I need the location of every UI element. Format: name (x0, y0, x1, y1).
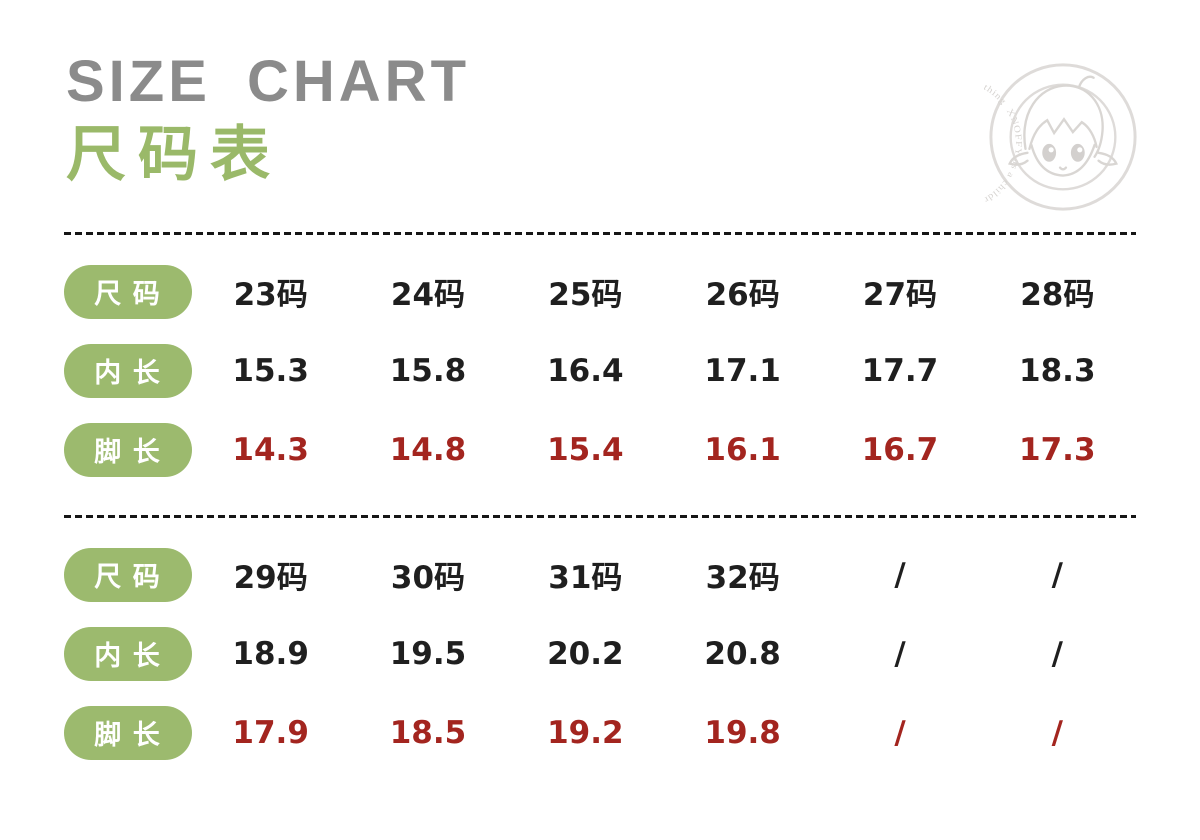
table-cell: 14.3 (232, 431, 309, 468)
table-cell: / (894, 635, 906, 672)
page-title: SIZE CHART (66, 49, 470, 114)
divider-dashed-top (64, 231, 1136, 235)
row-label-pill: 脚 长 (64, 705, 192, 760)
table-row: 内 长 18.9 19.5 20.2 20.8 / / (64, 626, 1136, 681)
table-cell: 25码 (548, 277, 623, 314)
table-cell: 19.8 (704, 714, 781, 751)
table-cell: 16.4 (547, 352, 624, 389)
row-label-pill: 脚 长 (64, 422, 192, 477)
size-table-small: 尺 码 23码 24码 25码 26码 27码 28码内 长 15.3 15.8 16.4 17.1… (0, 264, 1200, 477)
table-cell: 17.1 (704, 352, 781, 389)
table-cell: 24码 (390, 277, 466, 314)
table-row: 尺 码 23码 24码 25码 26码 27码 28码 (64, 264, 1136, 319)
mascot-eyes-icon (1042, 143, 1085, 162)
brand-stamp: XNOFFY as a children's shoe designer bra… (884, 58, 1142, 216)
table-cell: 30码 (390, 560, 466, 597)
table-cell: 20.2 (547, 635, 624, 672)
row-label-pill: 尺 码 (64, 264, 192, 319)
table-cell: 18.3 (1019, 352, 1096, 389)
table-cell: 16.1 (704, 431, 781, 468)
page-subtitle-cn: 尺码表 (66, 120, 282, 188)
table-cell: 15.3 (232, 352, 309, 389)
table-row: 内 长 15.3 15.8 16.4 17.1 17.7 18.3 (64, 343, 1136, 398)
table-cell: 18.9 (232, 635, 309, 672)
table-cell: 15.4 (547, 431, 624, 468)
table-cell: / (894, 714, 906, 751)
table-cell: 14.8 (389, 431, 467, 468)
table-cell: 28码 (1020, 277, 1095, 314)
divider-dashed-middle (64, 514, 1136, 518)
table-cell: 19.2 (547, 714, 624, 751)
table-cell: 17.9 (232, 714, 309, 751)
table-cell: / (894, 556, 906, 593)
size-table-large: 尺 码 29码 30码 31码 32码 / / 内 长 18.9 19.5 20.2 20.8// 脚 … (0, 547, 1200, 760)
table-cell: 23码 (233, 277, 308, 314)
table-row: 脚 长 14.3 14.8 15.4 16.1 16.7 17.3 (64, 422, 1136, 477)
table-row: 尺 码 29码 30码 31码 32码 / / (64, 547, 1136, 602)
table-cell: / (1051, 635, 1063, 672)
row-label-pill: 内 长 (64, 343, 192, 398)
brand-stamp-icon: XNOFFY as a children's shoe designer bra… (884, 63, 1137, 214)
table-cell: / (1051, 556, 1063, 593)
row-label-pill: 内 长 (64, 626, 192, 681)
table-cell: 17.3 (1019, 431, 1096, 468)
table-cell: 17.7 (861, 352, 939, 389)
mascot-face-icon (1008, 75, 1118, 177)
header: SIZE CHART 尺码表 (0, 0, 1200, 186)
table-cell: 20.8 (704, 635, 781, 672)
table-cell: / (1051, 714, 1063, 751)
row-label-pill: 尺 码 (64, 547, 192, 602)
table-cell: 19.5 (389, 635, 467, 672)
table-cell: 18.5 (389, 714, 467, 751)
table-cell: 15.8 (389, 352, 467, 389)
table-cell: 26码 (705, 277, 780, 314)
table-cell: 27码 (862, 277, 938, 314)
table-cell: 31码 (548, 560, 623, 597)
table-cell: 32码 (705, 560, 780, 597)
table-cell: 16.7 (861, 431, 939, 468)
table-cell: 29码 (233, 560, 308, 597)
table-row: 脚 长 17.9 18.5 19.2 19.8 / / (64, 705, 1136, 760)
